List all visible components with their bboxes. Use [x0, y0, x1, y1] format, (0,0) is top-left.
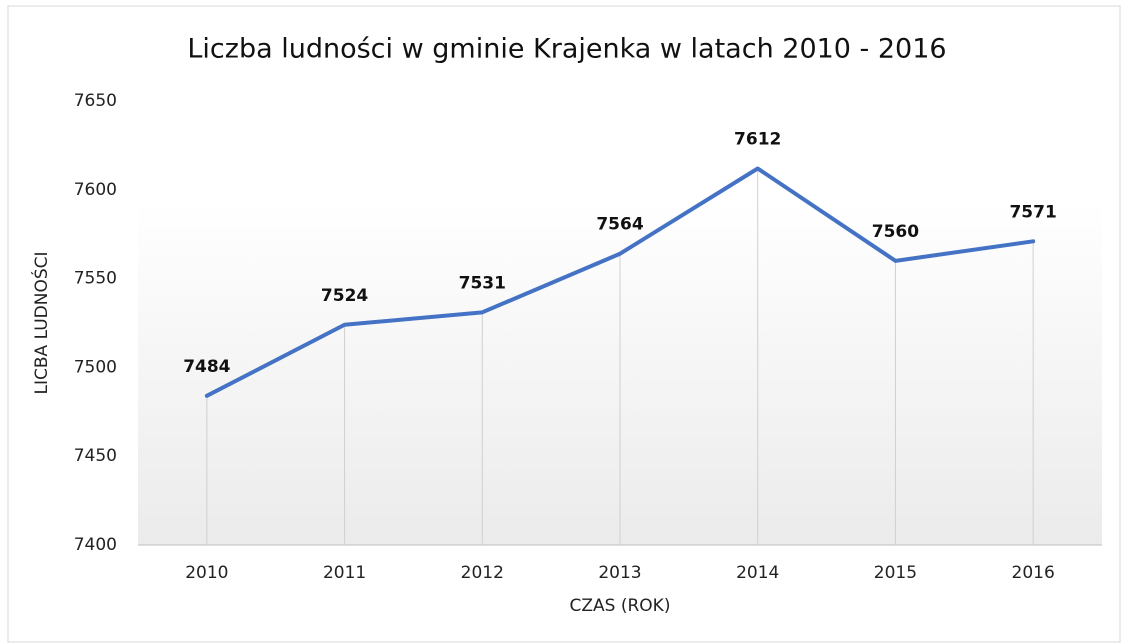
y-tick-label: 7550 [74, 269, 117, 289]
data-label: 7524 [321, 286, 368, 306]
data-label: 7484 [183, 357, 230, 377]
data-label: 7560 [872, 222, 919, 242]
x-tick-label: 2015 [874, 563, 917, 583]
x-tick-label: 2014 [736, 563, 779, 583]
x-tick-label: 2013 [598, 563, 641, 583]
data-label: 7571 [1009, 202, 1056, 222]
x-tick-label: 2016 [1012, 563, 1055, 583]
chart-title: Liczba ludności w gminie Krajenka w lata… [187, 34, 946, 65]
data-label: 7612 [734, 129, 781, 149]
y-tick-label: 7500 [74, 357, 117, 377]
x-tick-label: 2011 [323, 563, 366, 583]
data-label: 7531 [459, 273, 506, 293]
x-tick-label: 2010 [185, 563, 228, 583]
y-tick-label: 7400 [74, 535, 117, 555]
x-axis-label: CZAS (ROK) [570, 596, 671, 616]
y-tick-label: 7450 [74, 446, 117, 466]
y-axis-label: LICBA LUDNOŚCI [30, 252, 52, 395]
y-tick-label: 7650 [74, 91, 117, 111]
y-tick-label: 7600 [74, 180, 117, 200]
data-label: 7564 [596, 215, 643, 235]
x-tick-label: 2012 [461, 563, 504, 583]
data-line [204, 166, 1036, 398]
